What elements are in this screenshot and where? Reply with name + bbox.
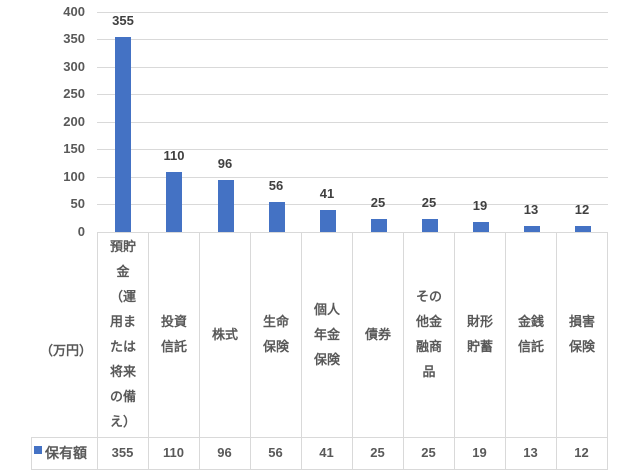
y-tick: 50 bbox=[70, 196, 85, 211]
table-value: 56 bbox=[268, 445, 283, 460]
table-value: 19 bbox=[472, 445, 487, 460]
gridline bbox=[97, 122, 608, 123]
gridline bbox=[97, 12, 608, 13]
gridline bbox=[97, 39, 608, 40]
table-divider bbox=[250, 232, 251, 469]
table-divider bbox=[148, 232, 149, 469]
category-label: 債券 bbox=[364, 327, 391, 343]
data-label: 25 bbox=[421, 195, 437, 210]
legend: 保有額 bbox=[34, 437, 97, 469]
y-tick: 250 bbox=[63, 86, 85, 101]
bar bbox=[575, 226, 591, 232]
y-tick: 0 bbox=[77, 224, 85, 239]
category-label: 損害保険 bbox=[568, 315, 595, 355]
table-divider bbox=[199, 232, 200, 469]
y-tick: 300 bbox=[63, 59, 85, 74]
bar bbox=[269, 202, 285, 232]
category-label: 株式 bbox=[211, 327, 238, 343]
legend-swatch-icon bbox=[34, 446, 42, 454]
table-divider bbox=[454, 232, 455, 469]
gridline bbox=[97, 94, 608, 95]
table-divider bbox=[301, 232, 302, 469]
data-label: 25 bbox=[370, 195, 386, 210]
y-tick: 400 bbox=[63, 4, 85, 19]
y-tick: 350 bbox=[63, 31, 85, 46]
bar bbox=[371, 219, 387, 232]
category-label: その他金融商品 bbox=[415, 290, 442, 380]
table-divider bbox=[31, 437, 608, 438]
y-tick: 150 bbox=[63, 141, 85, 156]
category-label: 金銭信託 bbox=[517, 315, 544, 355]
data-label: 110 bbox=[163, 148, 185, 163]
table-divider bbox=[31, 469, 608, 470]
table-value: 96 bbox=[217, 445, 232, 460]
category-label: 財形貯蓄 bbox=[466, 315, 493, 355]
table-divider bbox=[556, 232, 557, 469]
table-value: 25 bbox=[370, 445, 385, 460]
table-value: 13 bbox=[523, 445, 538, 460]
gridline bbox=[97, 67, 608, 68]
bar bbox=[166, 172, 182, 232]
y-tick: 200 bbox=[63, 114, 85, 129]
bar bbox=[218, 180, 234, 232]
category-label: 生命保険 bbox=[262, 315, 289, 355]
table-value: 41 bbox=[319, 445, 334, 460]
table-value: 12 bbox=[574, 445, 589, 460]
data-label: 13 bbox=[523, 202, 539, 217]
legend-label: 保有額 bbox=[45, 446, 87, 462]
data-label: 19 bbox=[472, 198, 488, 213]
table-divider bbox=[505, 232, 506, 469]
data-label: 355 bbox=[112, 13, 134, 28]
gridline bbox=[97, 204, 608, 205]
table-divider bbox=[97, 232, 98, 469]
bar bbox=[473, 222, 489, 232]
bar bbox=[115, 37, 131, 232]
table-divider bbox=[352, 232, 353, 469]
unit-label: （万円） bbox=[40, 344, 93, 359]
bar bbox=[524, 226, 540, 232]
data-label: 41 bbox=[319, 186, 335, 201]
table-value: 355 bbox=[111, 445, 134, 460]
y-tick: 100 bbox=[63, 169, 85, 184]
category-label: 個人年金保険 bbox=[313, 302, 340, 368]
gridline bbox=[97, 149, 608, 150]
table-divider bbox=[607, 232, 608, 469]
bar bbox=[422, 219, 438, 232]
table-value: 110 bbox=[163, 445, 184, 460]
bar bbox=[320, 210, 336, 232]
gridline bbox=[97, 177, 608, 178]
data-label: 96 bbox=[217, 156, 233, 171]
category-label: 預貯金（運用または将来の備え） bbox=[109, 240, 136, 430]
table-divider bbox=[403, 232, 404, 469]
data-label: 56 bbox=[268, 178, 284, 193]
category-label: 投資信託 bbox=[160, 315, 187, 355]
table-divider bbox=[31, 437, 32, 469]
data-label: 12 bbox=[574, 202, 590, 217]
table-value: 25 bbox=[421, 445, 436, 460]
